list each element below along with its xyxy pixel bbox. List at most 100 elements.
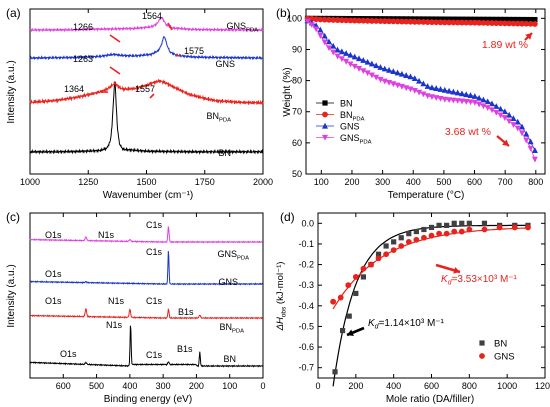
panel-b-marker bbox=[463, 16, 469, 22]
panel-c-curve-label: GNS bbox=[218, 277, 238, 287]
panel-b-marker bbox=[313, 16, 320, 23]
panel-b-marker bbox=[368, 72, 375, 79]
panel-b-marker bbox=[420, 16, 426, 22]
panel-b-marker bbox=[497, 112, 504, 119]
panel-b-marker bbox=[506, 16, 512, 23]
panel-b-legend-label-main: GNS bbox=[340, 133, 360, 143]
panel-c-xtick-label: 0 bbox=[260, 381, 265, 391]
panel-b-marker bbox=[364, 17, 371, 24]
panel-c-xtick-label: 500 bbox=[89, 381, 104, 391]
panel-b-marker bbox=[467, 19, 474, 26]
panel-b-marker bbox=[459, 16, 465, 22]
panel-b-marker bbox=[502, 16, 508, 23]
panel-b-legend-label-sub: PDA bbox=[360, 140, 372, 146]
panel-b-marker bbox=[488, 107, 495, 114]
panel-d-legend-marker bbox=[479, 340, 485, 346]
panel-d-point bbox=[368, 261, 374, 268]
panel-b-marker bbox=[338, 17, 345, 24]
panel-a-curve-label: BN bbox=[218, 148, 231, 158]
panel-b-marker bbox=[523, 130, 530, 137]
panel-d-point bbox=[375, 251, 382, 257]
panel-b-frame bbox=[305, 8, 546, 175]
panel-b-marker bbox=[514, 118, 521, 125]
panel-b-marker bbox=[497, 20, 504, 27]
panel-d-point bbox=[346, 313, 352, 319]
panel-d-ytick-label: -0.6 bbox=[298, 342, 314, 352]
panel-b-series-bn-pda bbox=[304, 15, 538, 27]
panel-b-marker bbox=[527, 145, 534, 152]
panel-a-peak-marker bbox=[149, 93, 155, 99]
panel-b-marker bbox=[424, 83, 431, 89]
panel-b-marker bbox=[527, 138, 534, 145]
panel-b-marker bbox=[437, 19, 444, 26]
panel-a-xlabel: Wavenumber (cm⁻¹) bbox=[103, 190, 193, 201]
panel-b-marker bbox=[476, 16, 482, 22]
panel-a: 1000 1250 1500 1750 2000 Wavenumber (cm⁻¹) Int… bbox=[6, 6, 273, 201]
panel-b-marker bbox=[514, 20, 521, 27]
panel-b-annotation: 1.89 wt % bbox=[482, 39, 528, 51]
panel-b-marker bbox=[330, 42, 337, 49]
panel-b-legend-label: GNS bbox=[340, 122, 360, 132]
panel-b-marker bbox=[407, 86, 414, 93]
panel-a-xtick-label: 1750 bbox=[195, 177, 215, 187]
panel-b-marker bbox=[471, 99, 478, 106]
panel-d-annotation-part: d bbox=[448, 280, 453, 287]
panel-d-xtick-label: 1000 bbox=[497, 381, 517, 391]
panel-a-series-gns bbox=[29, 36, 264, 61]
panel-b-series-gns bbox=[304, 17, 538, 153]
panel-a-curve-label-main: GNS bbox=[226, 21, 246, 31]
panel-b-marker bbox=[386, 66, 393, 73]
panel-d-xtick-label: 200 bbox=[348, 381, 363, 391]
panel-b-marker bbox=[411, 18, 418, 25]
panel-b-marker bbox=[506, 118, 513, 125]
panel-b-marker bbox=[321, 32, 328, 39]
panel-b-marker bbox=[480, 16, 487, 22]
panel-c-peak-label: O1s bbox=[45, 230, 62, 240]
panel-b-marker bbox=[347, 51, 354, 58]
panel-a-series-gns-pda bbox=[29, 16, 264, 33]
panel-d-point bbox=[421, 226, 427, 233]
panel-b-marker bbox=[429, 16, 435, 22]
panel-c-peak-label: B1s bbox=[178, 307, 194, 317]
panel-b-marker bbox=[488, 100, 495, 107]
panel-b-marker bbox=[338, 48, 345, 55]
panel-d-point bbox=[496, 224, 503, 231]
panel-b-marker bbox=[403, 72, 410, 78]
panel-b-marker bbox=[459, 19, 465, 26]
panel-b-marker bbox=[501, 115, 508, 121]
panel-d-point bbox=[390, 247, 397, 254]
panel-a-peak-marker bbox=[167, 22, 173, 31]
panel-d-point bbox=[436, 230, 442, 237]
panel-b-marker bbox=[428, 94, 435, 101]
panel-a-series-bn-pda bbox=[29, 78, 264, 105]
panel-a-curve-label-sub: PDA bbox=[219, 118, 231, 124]
panel-d-annotation-part: d bbox=[375, 324, 380, 331]
panel-d-point bbox=[375, 255, 382, 262]
panel-b-xtick-label: 500 bbox=[436, 177, 451, 187]
panel-b-xtick-label: 200 bbox=[344, 177, 359, 187]
panel-a-curve-label-sub: PDA bbox=[246, 28, 258, 34]
panel-b-marker bbox=[394, 18, 401, 25]
panel-b-marker bbox=[485, 16, 491, 22]
panel-b-marker bbox=[501, 20, 508, 27]
panel-c-peak-label: O1s bbox=[45, 296, 62, 306]
panel-b-marker bbox=[325, 38, 332, 45]
panel-b-marker bbox=[429, 19, 435, 26]
panel-b-marker bbox=[441, 19, 448, 26]
panel-b-marker bbox=[386, 18, 392, 25]
panel-b-marker bbox=[428, 84, 435, 91]
panel-b-marker bbox=[497, 16, 504, 22]
panel-b-marker bbox=[425, 16, 431, 22]
panel-d-point bbox=[525, 224, 531, 231]
panel-b-marker bbox=[472, 16, 478, 22]
panel-b-marker bbox=[506, 111, 513, 118]
panel-b-marker bbox=[446, 16, 452, 22]
panel-b-marker bbox=[368, 18, 375, 24]
panel-b-ytick-label: 90 bbox=[292, 44, 302, 54]
panel-b-marker bbox=[441, 86, 448, 93]
panel-b-legend-marker bbox=[322, 134, 328, 141]
panel-b-xtick-label: 700 bbox=[498, 177, 513, 187]
panel-d-ytick-label: -0.1 bbox=[298, 239, 314, 249]
panel-b-marker bbox=[330, 49, 337, 56]
panel-c-curve-label: BNPDA bbox=[219, 322, 244, 335]
